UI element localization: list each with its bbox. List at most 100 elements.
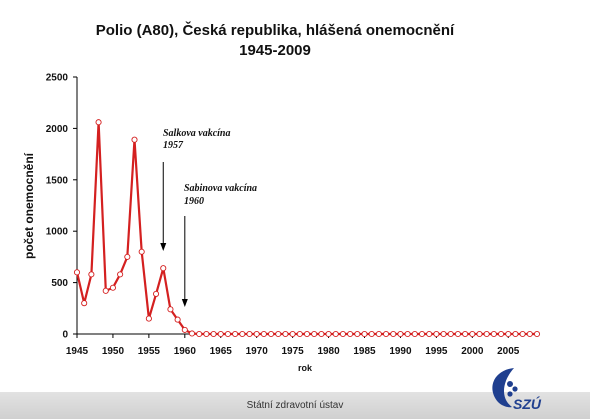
annotation-sabin-line1: Sabinova vakcína	[184, 183, 257, 194]
data-point	[354, 330, 361, 338]
data-point	[210, 330, 217, 338]
data-point	[454, 330, 461, 338]
x-axis-label: rok	[298, 363, 313, 373]
data-point	[88, 271, 95, 278]
y-tick-label: 0	[62, 330, 68, 341]
x-tick-label: 1950	[102, 346, 125, 357]
chart-title-line-1: Polio (A80), Česká republika, hlášená on…	[96, 21, 455, 39]
data-point	[196, 330, 203, 338]
y-tick-label: 2000	[46, 124, 69, 135]
footer-band	[0, 392, 590, 419]
x-tick-label: 2005	[497, 346, 520, 357]
x-tick-label: 2000	[461, 346, 484, 357]
x-tick-label: 1945	[66, 346, 89, 357]
data-point	[296, 330, 303, 338]
y-tick-label: 1500	[46, 175, 69, 186]
data-point	[109, 284, 116, 291]
data-point	[512, 330, 519, 338]
data-point	[318, 330, 325, 338]
data-point	[138, 248, 145, 255]
data-point	[339, 330, 346, 338]
y-tick-label: 2500	[46, 73, 69, 84]
data-point	[390, 330, 397, 338]
data-point	[490, 330, 497, 338]
data-point	[145, 315, 152, 322]
data-point	[224, 330, 231, 338]
szu-logo: SZÚ	[492, 368, 542, 412]
annotation-salk-arrowhead	[160, 243, 167, 251]
x-tick-label: 1975	[282, 346, 305, 357]
data-point	[311, 330, 318, 338]
x-tick-label: 1970	[246, 346, 269, 357]
data-point	[404, 330, 411, 338]
data-point	[397, 330, 404, 338]
data-point	[181, 326, 188, 333]
x-tick-label: 1985	[353, 346, 376, 357]
x-tick-label: 1980	[317, 346, 340, 357]
data-point	[411, 330, 418, 338]
data-point	[131, 136, 138, 143]
data-point	[95, 119, 102, 126]
data-point	[383, 330, 390, 338]
annotation-salk-line2: 1957	[163, 140, 184, 151]
x-tick-label: 1995	[425, 346, 448, 357]
y-tick-label: 500	[51, 278, 68, 289]
data-point	[239, 330, 246, 338]
data-point	[325, 330, 332, 338]
data-point	[303, 330, 311, 338]
data-point	[505, 330, 512, 338]
series-line	[75, 121, 537, 336]
data-point	[476, 330, 483, 338]
data-point	[174, 316, 181, 323]
data-point	[81, 300, 88, 307]
data-point	[426, 330, 433, 338]
annotation-sabin-arrowhead	[181, 299, 188, 307]
data-point	[469, 330, 476, 338]
data-point	[375, 330, 382, 338]
annotation-salk-line1: Salkova vakcína	[163, 128, 231, 139]
x-tick-label: 1990	[389, 346, 412, 357]
data-point	[203, 330, 210, 338]
logo-text: SZÚ	[513, 395, 542, 412]
data-point	[368, 330, 375, 338]
chart-title-line-2: 1945-2009	[239, 42, 311, 59]
data-point	[519, 330, 526, 338]
data-point	[347, 330, 354, 338]
data-point	[361, 330, 368, 338]
x-tick-label: 1965	[210, 346, 233, 357]
data-point	[275, 330, 282, 338]
y-axis-label: počet onemocnění	[22, 152, 36, 259]
data-point	[462, 330, 469, 338]
data-point	[433, 330, 440, 338]
data-point	[440, 330, 447, 338]
data-point	[282, 330, 289, 338]
data-point	[332, 330, 339, 338]
data-point	[483, 330, 490, 338]
data-point	[418, 330, 426, 338]
x-tick-label: 1955	[138, 346, 161, 357]
x-tick-label: 1960	[174, 346, 197, 357]
data-point	[73, 269, 81, 276]
footer-text: Státní zdravotní ústav	[246, 400, 344, 411]
data-point	[289, 330, 296, 338]
data-point	[533, 330, 541, 338]
data-point	[117, 271, 124, 278]
data-point	[124, 253, 131, 260]
data-point	[260, 330, 267, 338]
data-point	[160, 265, 167, 272]
data-point	[498, 330, 505, 338]
y-tick-label: 1000	[46, 227, 69, 238]
data-point	[268, 330, 275, 338]
data-point	[232, 330, 239, 338]
data-point	[217, 330, 224, 338]
data-point	[253, 330, 260, 338]
data-point	[167, 306, 174, 313]
data-point	[102, 287, 109, 294]
annotation-sabin-line2: 1960	[184, 196, 204, 207]
data-point	[188, 330, 196, 337]
data-point	[447, 330, 454, 338]
data-point	[526, 330, 533, 338]
data-point	[153, 290, 160, 297]
data-point	[246, 330, 253, 338]
